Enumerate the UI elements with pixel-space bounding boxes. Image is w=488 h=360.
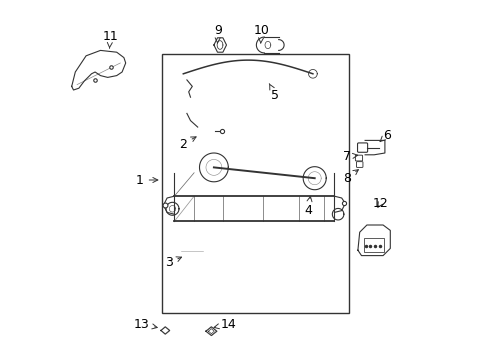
Text: 14: 14 [214, 318, 236, 330]
Bar [364, 238, 384, 252]
Bar [162, 54, 348, 313]
FancyBboxPatch shape [356, 162, 362, 167]
FancyBboxPatch shape [355, 155, 362, 161]
Text: 10: 10 [253, 24, 269, 43]
Text: 6: 6 [379, 129, 390, 141]
Text: 8: 8 [342, 170, 358, 185]
Text: 9: 9 [213, 24, 222, 43]
Polygon shape [161, 327, 169, 334]
Polygon shape [205, 327, 216, 336]
Text: 5: 5 [269, 84, 279, 102]
Text: 12: 12 [371, 197, 387, 210]
Text: 1: 1 [136, 174, 158, 186]
FancyBboxPatch shape [180, 246, 204, 258]
Text: 2: 2 [179, 137, 196, 150]
Bar [185, 97, 193, 102]
Text: 7: 7 [342, 150, 357, 163]
Text: 3: 3 [164, 256, 181, 269]
FancyBboxPatch shape [193, 125, 216, 138]
Text: 4: 4 [303, 197, 311, 217]
Text: 13: 13 [133, 318, 157, 330]
Bar [178, 75, 186, 80]
Text: 11: 11 [102, 30, 118, 48]
FancyBboxPatch shape [357, 143, 367, 152]
